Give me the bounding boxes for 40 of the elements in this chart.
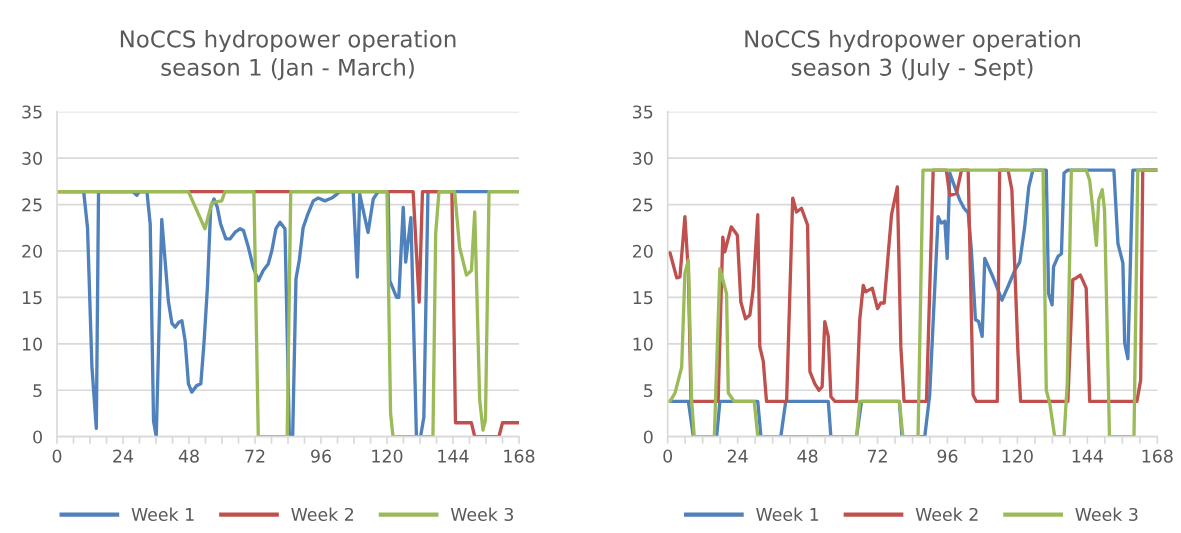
y-tick-label: 35	[22, 105, 42, 119]
x-tick-label: 168	[504, 449, 535, 463]
y-tick-label: 5	[644, 384, 653, 398]
x-tick-label: 72	[867, 449, 887, 463]
x-tick-label: 24	[113, 449, 134, 463]
y-tick-label: 30	[633, 151, 653, 165]
y-tick-label: 15	[22, 291, 42, 305]
chart-title: NoCCS hydropower operation season 3 (July - Sept)	[745, 29, 1080, 81]
x-tick-label: 0	[663, 449, 673, 463]
x-tick-label: 72	[245, 449, 265, 463]
x-tick-label: 120	[372, 449, 403, 463]
x-tick-label: 48	[178, 449, 199, 463]
y-tick-label: 0	[643, 430, 653, 444]
y-tick-label: 35	[633, 105, 653, 119]
x-tick-label: 24	[727, 449, 748, 463]
y-tick-label: 25	[22, 198, 42, 212]
y-tick-label: 5	[33, 384, 42, 398]
x-tick-label: 96	[937, 449, 958, 463]
y-tick-label: 10	[22, 337, 42, 351]
legend-label: Week 1	[756, 507, 819, 522]
y-tick-label: 0	[33, 430, 42, 444]
x-tick-label: 0	[52, 449, 62, 463]
x-tick-label: 48	[797, 449, 818, 463]
legend-label: Week 1	[131, 507, 194, 522]
y-tick-label: 20	[22, 244, 42, 258]
chart-title: NoCCS hydropower operation season 1 (Jan - March)	[120, 29, 456, 81]
y-tick-label: 20	[632, 244, 653, 258]
legend-label: Week 3	[1075, 507, 1138, 522]
y-tick-label: 10	[633, 337, 653, 351]
x-tick-label: 96	[311, 449, 331, 463]
x-tick-label: 144	[1072, 449, 1103, 463]
y-tick-label: 15	[633, 291, 653, 305]
y-tick-label: 25	[632, 198, 653, 212]
legend-label: Week 2	[915, 507, 978, 522]
y-tick-label: 30	[22, 151, 42, 165]
legend-label: Week 2	[291, 507, 354, 522]
x-tick-label: 168	[1142, 449, 1173, 463]
legend-label: Week 3	[450, 507, 514, 522]
x-tick-label: 144	[438, 449, 469, 463]
x-tick-label: 120	[1002, 449, 1033, 463]
